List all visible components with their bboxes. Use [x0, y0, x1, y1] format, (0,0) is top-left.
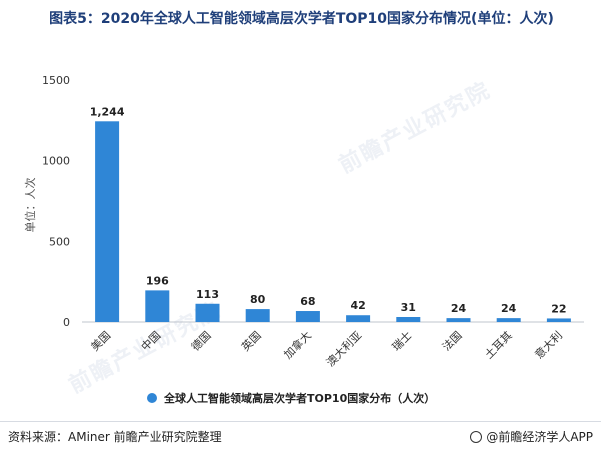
data-label: 42	[350, 299, 365, 312]
bar	[346, 315, 371, 322]
data-label: 68	[300, 295, 315, 308]
x-tick-label: 意大利	[532, 328, 565, 361]
y-tick-label: 1500	[42, 74, 70, 87]
brand-icon	[470, 430, 483, 443]
y-tick-label: 500	[49, 235, 70, 248]
x-tick-label: 澳大利亚	[323, 328, 364, 369]
x-tick-label: 土耳其	[482, 329, 515, 362]
chart-title: 图表5：2020年全球人工智能领域高层次学者TOP10国家分布情况(单位：人次)	[49, 11, 554, 27]
data-label: 196	[146, 274, 169, 287]
data-label: 113	[196, 288, 219, 301]
data-label: 80	[250, 293, 266, 306]
brand-credit: @前瞻经济学人APP	[470, 428, 593, 445]
legend-label: 全球人工智能领域高层次学者TOP10国家分布（人次）	[163, 391, 435, 405]
bar	[245, 309, 270, 322]
y-axis-label: 单位：人次	[23, 178, 37, 233]
bar	[496, 318, 521, 322]
data-label: 22	[551, 302, 566, 315]
y-tick-label: 0	[63, 316, 70, 329]
bar	[546, 318, 571, 322]
bar	[396, 316, 421, 322]
data-label: 1,244	[90, 105, 125, 118]
footer-divider	[0, 421, 601, 422]
bar	[295, 311, 320, 322]
bar	[95, 121, 120, 322]
legend-marker	[147, 393, 157, 403]
x-tick-label: 德国	[188, 328, 213, 353]
data-label: 24	[501, 302, 517, 315]
x-tick-label: 英国	[238, 328, 263, 353]
bar	[195, 303, 220, 322]
data-label: 24	[451, 302, 467, 315]
y-tick-label: 1000	[42, 155, 70, 168]
x-tick-label: 中国	[139, 329, 164, 354]
source-note: 资料来源：AMiner 前瞻产业研究院整理	[8, 430, 222, 444]
x-tick-label: 加拿大	[281, 328, 314, 361]
x-tick-label: 美国	[88, 329, 113, 354]
data-label: 31	[401, 301, 416, 314]
x-tick-label: 法国	[439, 328, 464, 353]
brand-text: @前瞻经济学人APP	[486, 430, 593, 444]
bar	[446, 318, 471, 322]
x-tick-label: 瑞士	[389, 328, 414, 353]
bar	[145, 290, 170, 322]
